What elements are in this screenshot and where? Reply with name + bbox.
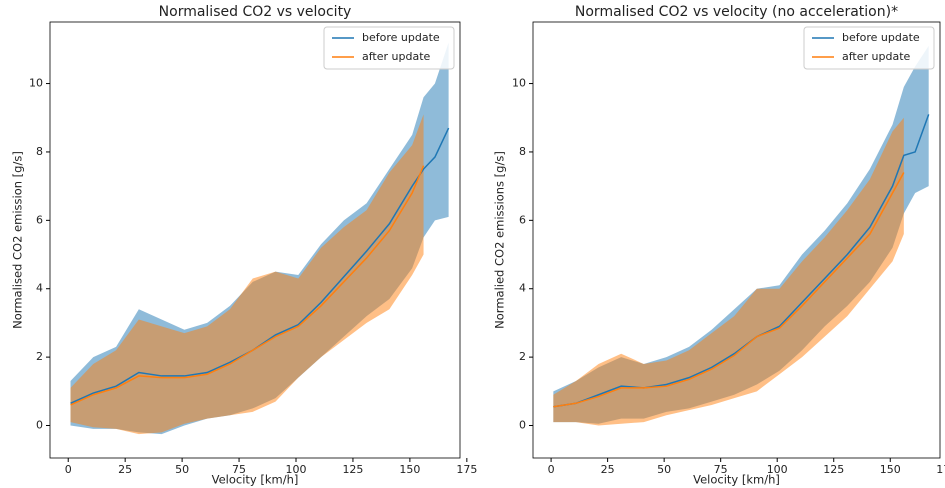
y-tick-label: 2 <box>519 350 526 363</box>
y-tick-label: 0 <box>36 419 43 432</box>
legend-label: after update <box>362 50 431 63</box>
chart-title: Normalised CO2 vs velocity (no accelerat… <box>575 4 898 20</box>
axes-frame <box>532 21 941 459</box>
y-tick-label: 0 <box>519 419 526 432</box>
y-axis-label: Normalised CO2 emission [g/s] <box>11 151 25 329</box>
x-tick-label: 150 <box>880 463 901 476</box>
y-tick-label: 8 <box>519 145 526 158</box>
legend-label: before update <box>842 31 920 44</box>
x-tick-label: 150 <box>399 463 420 476</box>
x-tick-label: 100 <box>767 463 788 476</box>
band <box>70 114 424 435</box>
y-tick-label: 10 <box>29 77 43 90</box>
x-tick-label: 0 <box>548 463 555 476</box>
x-tick-label: 75 <box>232 463 246 476</box>
legend-box <box>323 26 455 70</box>
y-tick-label: 6 <box>36 213 43 226</box>
legend-box <box>803 26 935 70</box>
x-tick-label: 50 <box>657 463 671 476</box>
x-tick-label: 175 <box>936 463 945 476</box>
x-tick-label: 75 <box>714 463 728 476</box>
y-tick-label: 8 <box>36 145 43 158</box>
y-tick-label: 6 <box>519 213 526 226</box>
band <box>553 117 904 426</box>
x-tick-label: 25 <box>601 463 615 476</box>
x-tick-label: 0 <box>65 463 72 476</box>
x-tick-label: 25 <box>118 463 132 476</box>
line <box>553 172 905 408</box>
chart-title: Normalised CO2 vs velocity <box>159 4 352 20</box>
x-axis-label: Velocity [km/h] <box>693 473 780 487</box>
x-tick-label: 50 <box>175 463 189 476</box>
x-tick-label: 125 <box>342 463 363 476</box>
legend-label: after update <box>842 50 911 63</box>
x-axis-label: Velocity [km/h] <box>212 473 299 487</box>
axes-frame <box>49 21 461 459</box>
y-axis-label: Normalied CO2 emissions [g/s] <box>493 151 507 329</box>
x-tick-label: 175 <box>456 463 477 476</box>
line <box>70 127 450 404</box>
legend-label: before update <box>362 31 440 44</box>
y-tick-label: 10 <box>512 77 526 90</box>
line <box>70 165 425 406</box>
x-tick-label: 125 <box>823 463 844 476</box>
y-tick-label: 2 <box>36 350 43 363</box>
y-tick-label: 4 <box>519 282 526 295</box>
y-tick-label: 4 <box>36 282 43 295</box>
x-tick-label: 100 <box>286 463 307 476</box>
